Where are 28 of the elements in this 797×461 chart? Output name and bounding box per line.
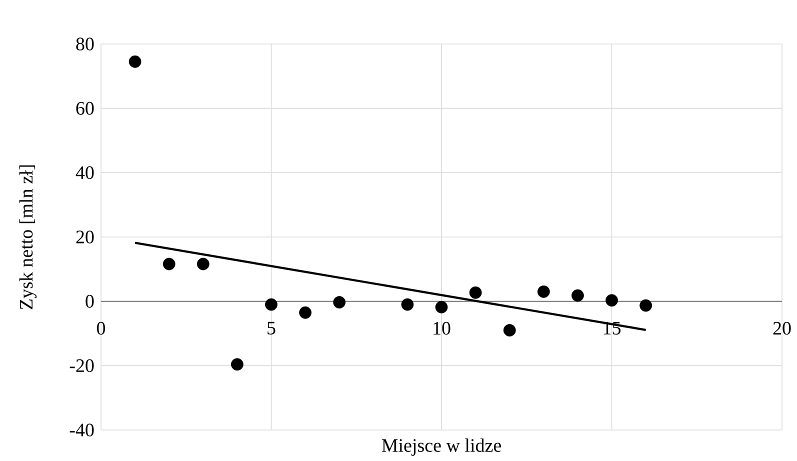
- x-tick-label: 20: [773, 322, 791, 335]
- y-tick-label: 0: [86, 294, 94, 308]
- point: [231, 358, 244, 371]
- x-tick-label: 0: [96, 322, 106, 335]
- point: [162, 258, 176, 270]
- point: [401, 298, 414, 311]
- point: [196, 258, 210, 270]
- point: [435, 300, 448, 314]
- y-axis-title: Zysk netto [mln zł]: [19, 165, 37, 310]
- point: [503, 324, 516, 336]
- point: [128, 55, 142, 68]
- point: [265, 298, 278, 311]
- point: [333, 296, 346, 308]
- point: [572, 289, 584, 302]
- point: [537, 285, 550, 298]
- point: [299, 306, 312, 319]
- y-tick-label: 80: [76, 38, 94, 50]
- x-tick-label: 10: [434, 322, 450, 335]
- y-tick-label: -20: [70, 359, 94, 372]
- y-tick-label: 20: [76, 230, 94, 244]
- point: [469, 286, 482, 299]
- y-tick-label: 40: [76, 166, 94, 180]
- point: [640, 299, 652, 312]
- x-axis-title: Miejsce w lidze: [382, 438, 501, 456]
- point: [606, 294, 618, 307]
- y-tick-label: -40: [70, 424, 94, 436]
- x-tick-label: 5: [268, 322, 276, 334]
- y-tick-label: 60: [76, 102, 94, 115]
